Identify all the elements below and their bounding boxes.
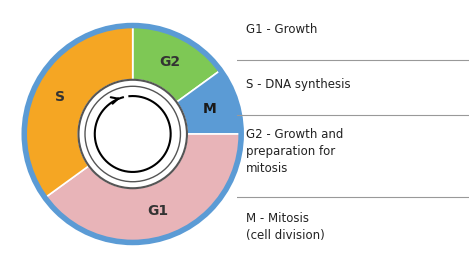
Text: S - DNA synthesis: S - DNA synthesis: [246, 78, 351, 91]
Text: G1: G1: [147, 204, 168, 218]
Text: S: S: [55, 90, 65, 104]
Text: G2 - Growth and
preparation for
mitosis: G2 - Growth and preparation for mitosis: [246, 128, 344, 175]
Text: G1 - Growth: G1 - Growth: [246, 24, 318, 36]
Circle shape: [79, 80, 187, 188]
Wedge shape: [133, 25, 220, 102]
Text: M: M: [203, 102, 217, 116]
Wedge shape: [45, 134, 241, 243]
Wedge shape: [24, 25, 133, 198]
Wedge shape: [177, 70, 241, 134]
Text: G2: G2: [159, 54, 180, 69]
Text: M - Mitosis
(cell division): M - Mitosis (cell division): [246, 211, 325, 241]
